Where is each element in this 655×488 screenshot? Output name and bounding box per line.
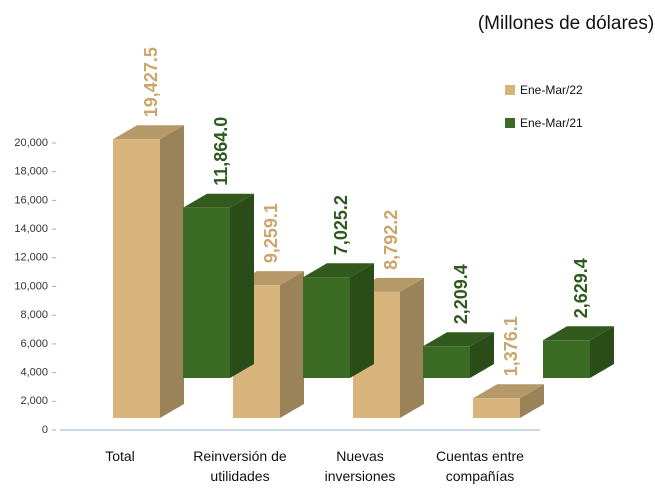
value-label: 9,259.1: [261, 203, 281, 263]
legend-label: Ene-Mar/22: [520, 83, 583, 97]
bar: [473, 398, 520, 418]
bar-side: [230, 193, 254, 378]
bar-side: [350, 263, 374, 378]
x-tick-label: Reinversión de utilidades: [193, 448, 287, 484]
value-label: 2,209.4: [451, 264, 471, 324]
y-tick-label: 8,000: [20, 309, 48, 321]
y-tick-label: 12,000: [14, 252, 48, 264]
x-tick-label: Cuentas entre compañías: [436, 448, 524, 484]
bar-side: [590, 326, 614, 378]
bar-top: [543, 326, 614, 341]
value-label: 2,629.4: [571, 258, 591, 318]
legend-swatch: [505, 85, 515, 95]
y-tick-label: 10,000: [14, 280, 48, 292]
bar: [543, 340, 590, 378]
legend-swatch: [505, 118, 515, 128]
y-tick-label: 14,000: [14, 223, 48, 235]
bar: [113, 139, 160, 418]
bar-side: [280, 271, 304, 418]
y-tick-label: 20,000: [14, 137, 48, 149]
value-label: 8,792.2: [381, 210, 401, 270]
y-tick-label: 6,000: [20, 338, 48, 350]
bar: [303, 277, 350, 378]
bar-side: [470, 332, 494, 378]
y-tick-label: 4,000: [20, 367, 48, 379]
y-tick-label: 2,000: [20, 395, 48, 407]
value-label: 1,376.1: [501, 316, 521, 376]
bar-top: [473, 384, 544, 399]
bar-top: [113, 125, 184, 140]
y-tick-label: 18,000: [14, 166, 48, 178]
bar-top: [423, 332, 494, 347]
bar: [423, 346, 470, 378]
bar-top: [183, 193, 254, 208]
y-tick-label: 0: [42, 424, 48, 436]
chart-title: (Millones de dólares): [478, 13, 654, 34]
value-label: 19,427.5: [141, 47, 161, 117]
x-tick-label: Nuevas inversiones: [324, 448, 396, 484]
bar: [183, 207, 230, 378]
y-tick-label: 16,000: [14, 194, 48, 206]
bar-top: [303, 263, 374, 278]
x-tick-label: Total: [105, 448, 135, 464]
bar-side: [160, 125, 184, 418]
legend-label: Ene-Mar/21: [520, 116, 583, 130]
bar-side: [400, 277, 424, 418]
value-label: 7,025.2: [331, 195, 351, 255]
value-label: 11,864.0: [211, 117, 231, 186]
bar-side: [520, 384, 544, 418]
